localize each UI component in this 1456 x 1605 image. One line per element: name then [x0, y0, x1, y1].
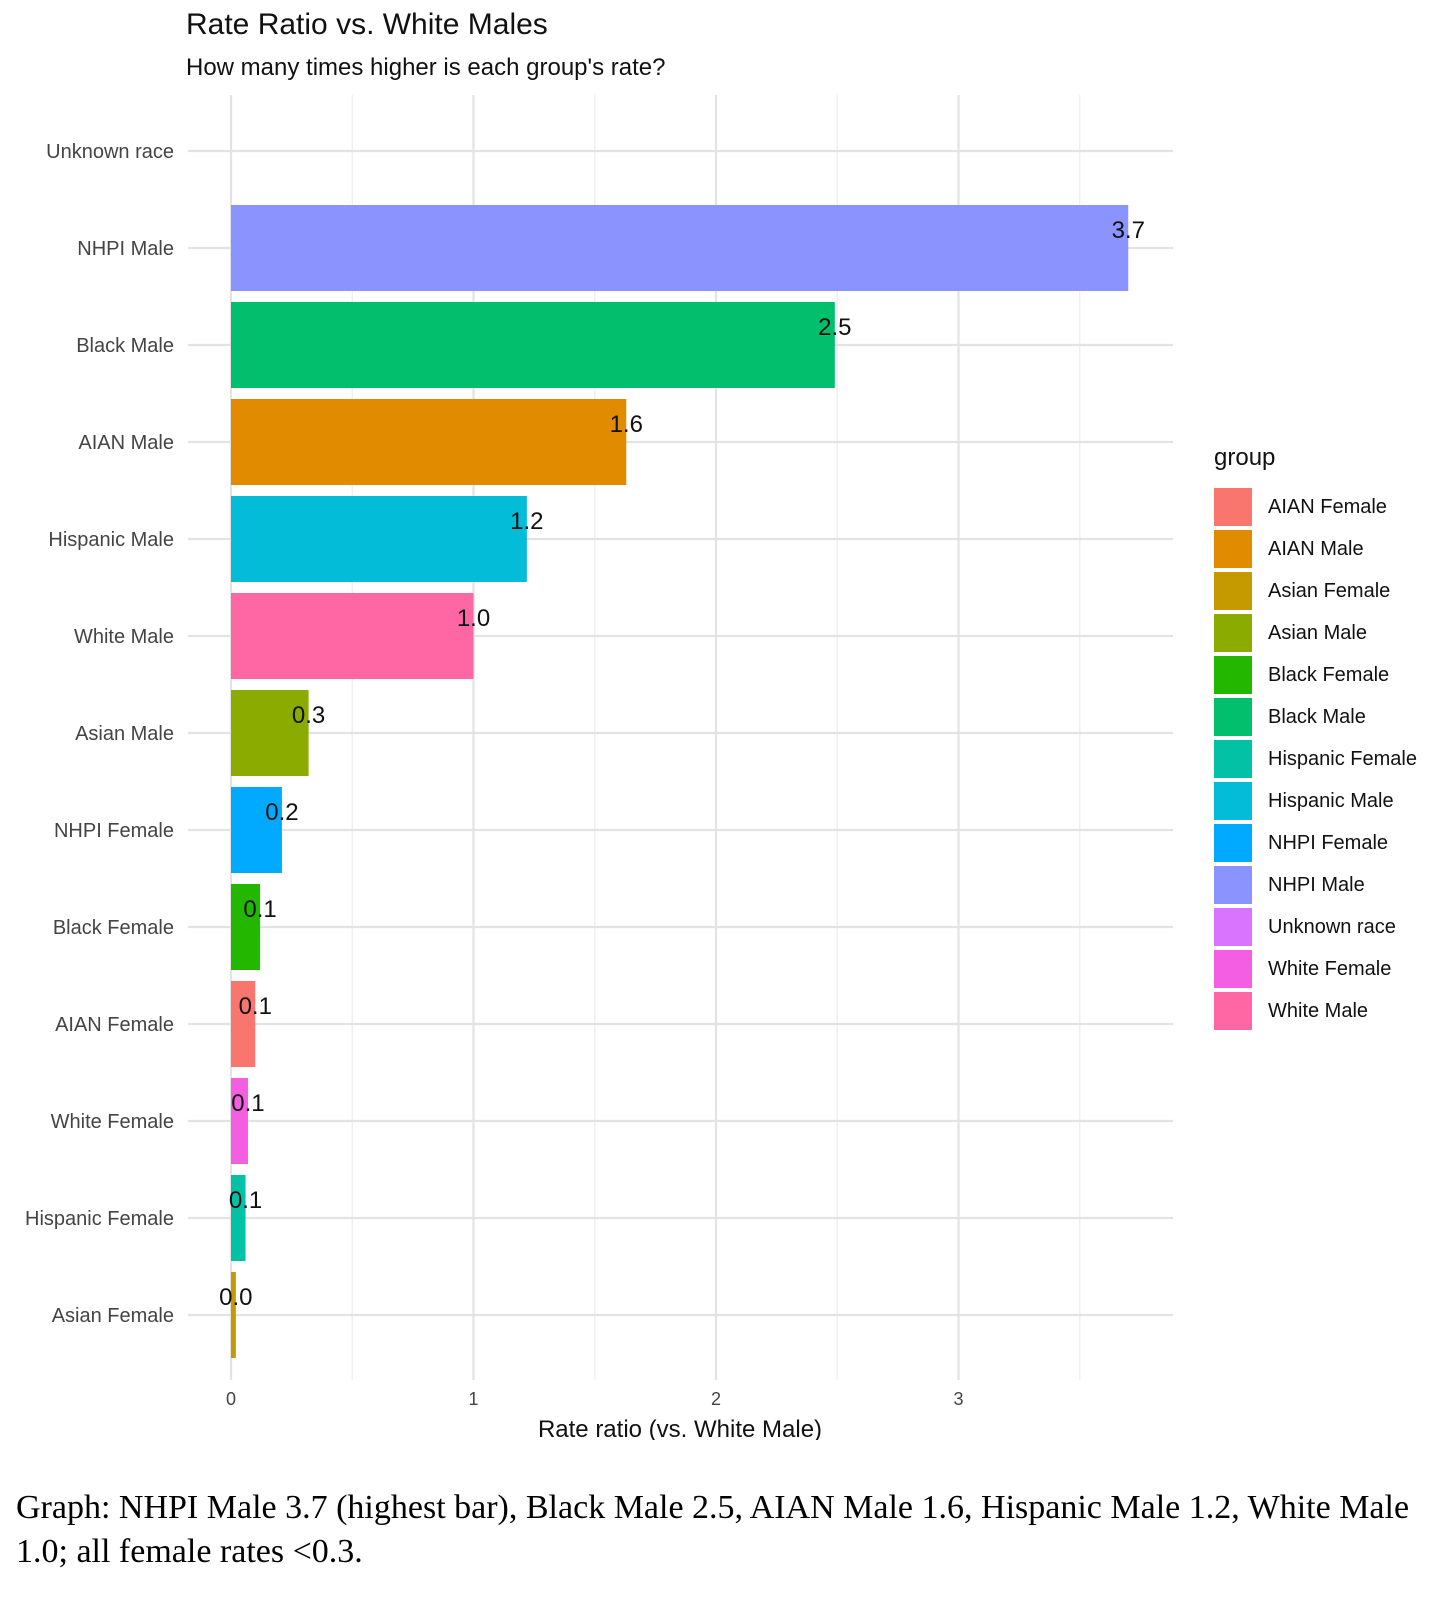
data-label: 0.1	[239, 993, 272, 1020]
legend-label: Asian Female	[1268, 579, 1391, 602]
y-tick-label: AIAN Female	[55, 1014, 174, 1036]
bar-black-male	[231, 302, 835, 388]
legend-label: AIAN Female	[1268, 495, 1387, 518]
bar-asian-male	[231, 690, 309, 776]
bar-nhpi-female	[231, 787, 282, 873]
caption-text: Graph: NHPI Male 3.7 (highest bar), Blac…	[16, 1489, 1410, 1570]
legend-label: White Female	[1268, 957, 1392, 980]
x-axis-tick-labels: 0 1 2 3	[226, 1389, 964, 1409]
legend-item: NHPI Male	[1214, 864, 1417, 906]
legend-label: Hispanic Female	[1268, 747, 1417, 770]
bar-asian-female	[231, 1272, 236, 1358]
chart-subtitle: How many times higher is each group's ra…	[186, 54, 666, 81]
data-label: 1.2	[510, 508, 543, 535]
legend-item: NHPI Female	[1214, 822, 1417, 864]
y-tick-label: Asian Male	[75, 723, 174, 745]
data-label: 0.0	[219, 1284, 252, 1311]
x-tick-label: 2	[711, 1389, 721, 1409]
y-tick-label: White Female	[51, 1111, 174, 1133]
legend-label: Black Male	[1268, 705, 1366, 728]
legend-swatch	[1214, 488, 1252, 526]
legend-label: White Male	[1268, 999, 1369, 1022]
legend-item: AIAN Male	[1214, 528, 1417, 570]
x-axis-title: Rate ratio (vs. White Male)	[538, 1416, 822, 1440]
legend-label: NHPI Female	[1268, 831, 1389, 854]
legend-label: Black Female	[1268, 663, 1390, 686]
legend-item: White Male	[1214, 990, 1417, 1032]
y-tick-label: White Male	[74, 626, 174, 648]
data-label: 3.7	[1112, 217, 1145, 244]
legend-swatch	[1214, 908, 1252, 946]
legend-swatch	[1214, 740, 1252, 778]
bar-black-female	[231, 884, 261, 970]
legend-item: White Female	[1214, 948, 1417, 990]
legend-label: Asian Male	[1268, 621, 1367, 644]
x-tick-label: 3	[953, 1389, 963, 1409]
bar-hispanic-female	[231, 1175, 246, 1261]
legend-title: group	[1214, 444, 1276, 471]
data-label-layer: 3.7 2.5 1.6 1.2 1.0 0.3 0.2 0.1 0.1 0.1 0.1 0.0	[219, 217, 1145, 1311]
legend-swatch	[1214, 698, 1252, 736]
bar-hispanic-male	[231, 496, 527, 582]
y-tick-label: Black Male	[76, 335, 174, 357]
bar-white-male	[231, 593, 474, 679]
data-label: 0.1	[231, 1090, 264, 1117]
legend-item: Asian Female	[1214, 570, 1417, 612]
legend-item: Hispanic Male	[1214, 780, 1417, 822]
y-tick-label: Hispanic Female	[25, 1208, 174, 1230]
bar-layer	[231, 205, 1129, 1358]
bar-chart-plot: 3.7 2.5 1.6 1.2 1.0 0.3 0.2 0.1 0.1 0.1 0.1 0.0 Unk…	[25, 95, 1173, 1440]
legend-label: AIAN Male	[1268, 537, 1364, 560]
y-tick-label: NHPI Female	[54, 820, 174, 842]
y-tick-label: NHPI Male	[77, 238, 174, 260]
legend-swatch	[1214, 866, 1252, 904]
data-label: 0.1	[243, 896, 276, 923]
legend-label: Hispanic Male	[1268, 789, 1394, 812]
data-label: 1.6	[610, 411, 643, 438]
y-tick-label: Hispanic Male	[48, 529, 174, 551]
legend-item: Hispanic Female	[1214, 738, 1417, 780]
data-label: 1.0	[457, 605, 490, 632]
legend: group AIAN Female AIAN Male Asian Female As…	[1214, 444, 1417, 1032]
legend-swatch	[1214, 530, 1252, 568]
legend-label: Unknown race	[1268, 915, 1396, 938]
y-tick-label: Asian Female	[52, 1305, 174, 1327]
legend-item: Black Male	[1214, 696, 1417, 738]
bar-aian-male	[231, 399, 627, 485]
x-tick-label: 0	[226, 1389, 236, 1409]
bar-nhpi-male	[231, 205, 1129, 291]
y-tick-label: Unknown race	[46, 141, 174, 163]
legend-swatch	[1214, 614, 1252, 652]
bar-white-female	[231, 1078, 248, 1164]
legend-swatch	[1214, 824, 1252, 862]
data-label: 2.5	[818, 314, 851, 341]
legend-label: NHPI Male	[1268, 873, 1365, 896]
chart-title: Rate Ratio vs. White Males	[186, 8, 548, 41]
legend-item: Unknown race	[1214, 906, 1417, 948]
data-label: 0.1	[229, 1187, 262, 1214]
y-axis-tick-labels: Unknown race NHPI Male Black Male AIAN Male…	[25, 141, 174, 1327]
legend-swatch	[1214, 656, 1252, 694]
y-tick-label: Black Female	[53, 917, 174, 939]
x-tick-label: 1	[468, 1389, 478, 1409]
legend-swatch	[1214, 572, 1252, 610]
legend-items: AIAN Female AIAN Male Asian Female Asian Ma…	[1214, 486, 1417, 1032]
legend-item: AIAN Female	[1214, 486, 1417, 528]
legend-swatch	[1214, 950, 1252, 988]
data-label: 0.3	[292, 702, 325, 729]
legend-item: Asian Male	[1214, 612, 1417, 654]
y-tick-label: AIAN Male	[78, 432, 174, 454]
bar-aian-female	[231, 981, 256, 1067]
data-label: 0.2	[265, 799, 298, 826]
legend-swatch	[1214, 782, 1252, 820]
legend-swatch	[1214, 992, 1252, 1030]
legend-item: Black Female	[1214, 654, 1417, 696]
